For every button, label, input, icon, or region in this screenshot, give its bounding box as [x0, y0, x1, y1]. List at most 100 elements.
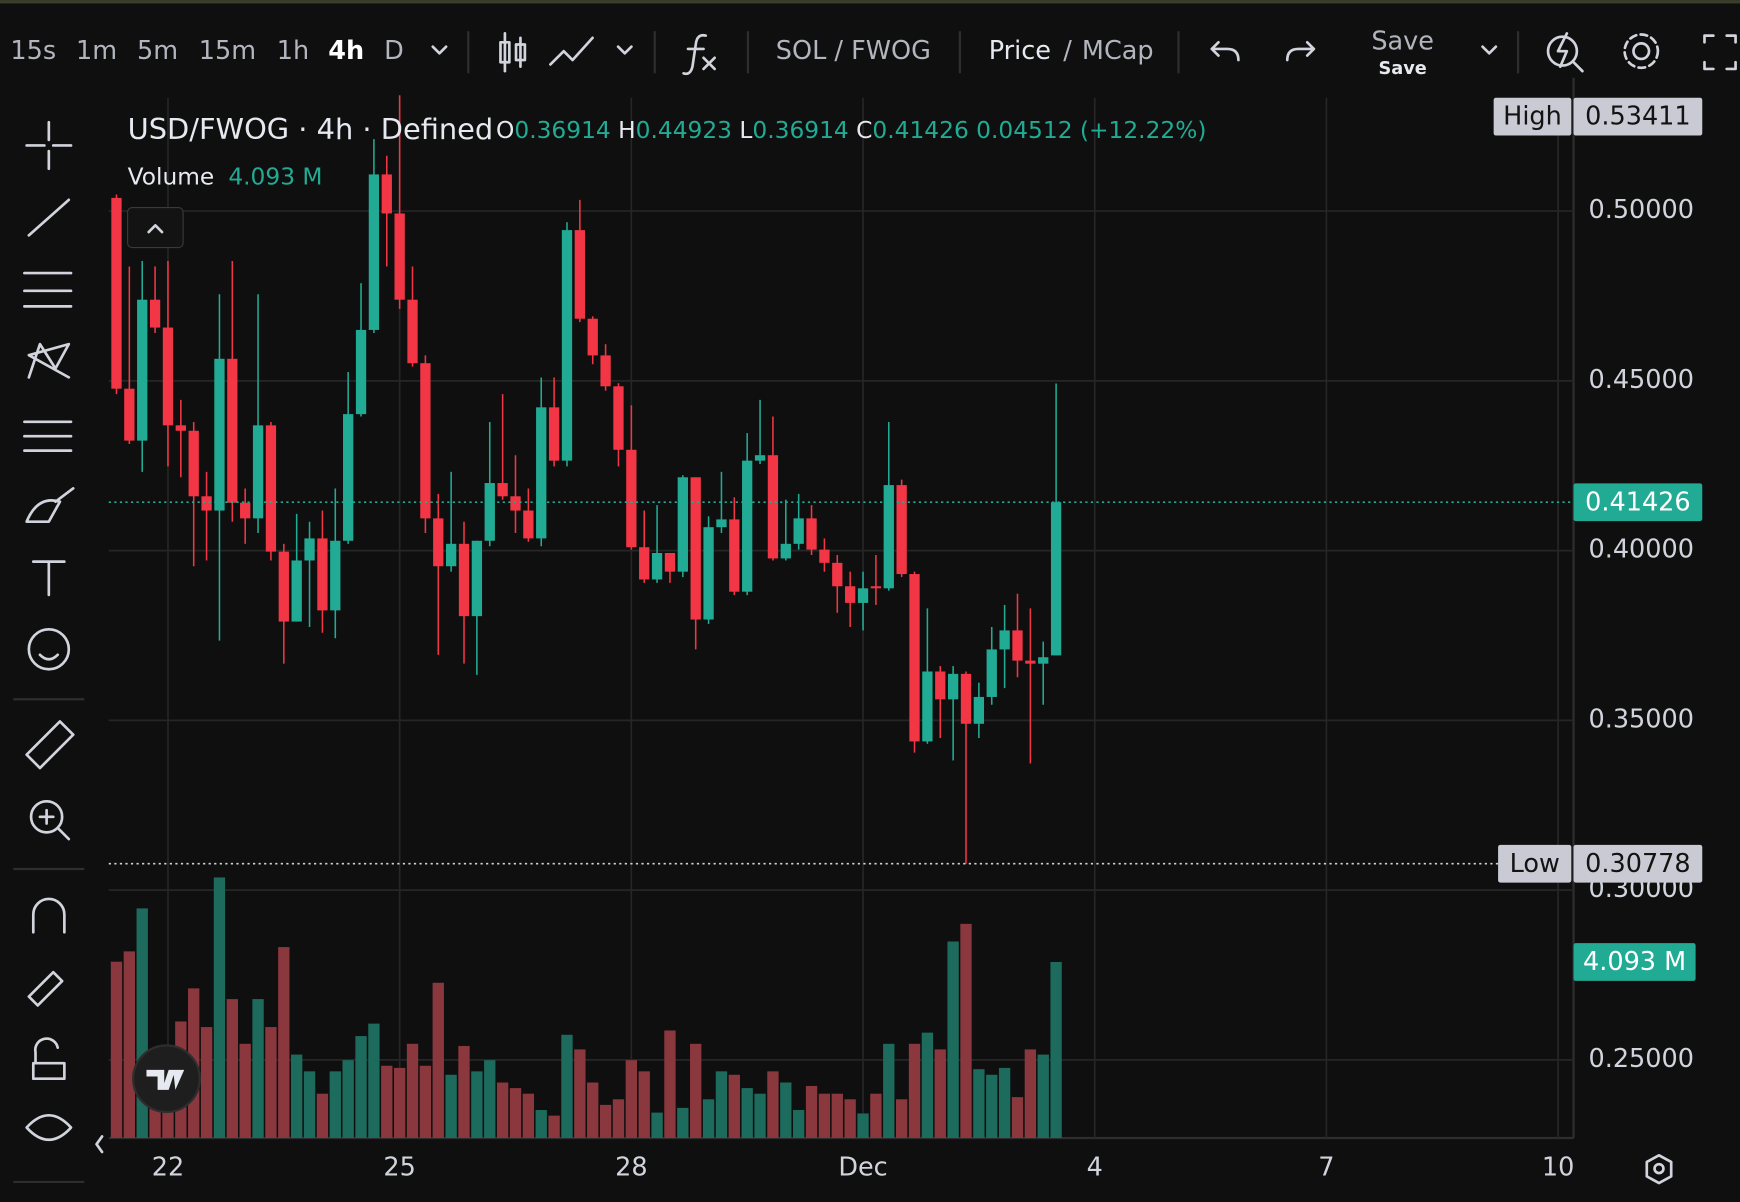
candle-body — [355, 329, 367, 415]
text-tool[interactable] — [31, 560, 66, 597]
x-tick-label: 22 — [152, 1153, 184, 1183]
volume-bar — [587, 1082, 599, 1138]
volume-bar — [973, 1069, 985, 1138]
axis-settings-icon[interactable] — [1645, 1153, 1673, 1185]
candle-body — [252, 425, 264, 519]
candle-body — [922, 671, 933, 742]
volume-bar — [445, 1074, 457, 1138]
unlock-tool[interactable] — [31, 1037, 66, 1081]
interval-button[interactable]: 15m — [199, 36, 256, 66]
interval-button[interactable]: 1m — [76, 36, 117, 66]
lock-drawings-tool[interactable] — [27, 970, 64, 1007]
save-dropdown[interactable] — [1481, 45, 1498, 55]
y-tick-label: 0.35000 — [1588, 704, 1694, 734]
volume-bar — [831, 1093, 843, 1138]
volume-bar — [934, 1049, 946, 1138]
price-toggle[interactable]: Price — [989, 36, 1051, 66]
candle-body — [343, 414, 354, 541]
volume-bar — [393, 1067, 406, 1138]
zoom-tool[interactable] — [29, 799, 71, 841]
interval-button[interactable]: 15s — [10, 36, 56, 66]
left-toolbar — [13, 120, 104, 1184]
settings-icon[interactable] — [1623, 33, 1660, 70]
collapse-left[interactable] — [95, 1135, 104, 1154]
candle-body — [819, 549, 830, 563]
candle-body — [947, 673, 959, 700]
high-badge-label: High — [1503, 102, 1562, 132]
volume-bar — [921, 1032, 934, 1138]
candle-body — [265, 425, 277, 552]
trend-line-tool[interactable] — [27, 198, 71, 237]
candle-body — [561, 230, 573, 461]
candle-body — [626, 449, 637, 548]
volume-legend: Volume 4.093 M — [128, 163, 323, 190]
candle-body — [600, 355, 611, 387]
mcap-toggle[interactable]: MCap — [1082, 36, 1154, 66]
volume-bar — [677, 1107, 689, 1138]
collapse-legend[interactable] — [127, 207, 184, 249]
brush-tool[interactable] — [25, 487, 75, 523]
volume-bar — [522, 1093, 535, 1138]
low-key: L — [739, 117, 752, 144]
candle-body — [471, 540, 483, 617]
change-percent: (+12.22%) — [1080, 117, 1207, 144]
prediction-tool[interactable] — [23, 420, 73, 452]
volume-value: 4.093 M — [228, 163, 322, 190]
last-price-badge: 0.41426 — [1585, 487, 1691, 517]
open-value: 0.36914 — [514, 117, 610, 144]
volume-bar — [368, 1023, 380, 1138]
top-toolbar: SOL / FWOG Price / MCap Save Save — [431, 26, 1737, 79]
volume-bar — [381, 1065, 393, 1138]
crosshair-tool[interactable] — [25, 120, 73, 171]
alert-icon[interactable] — [1546, 32, 1584, 73]
candle-body — [793, 518, 804, 544]
volume-bar — [355, 1036, 367, 1138]
candle-body — [664, 552, 676, 572]
fullscreen-icon[interactable] — [1703, 34, 1737, 71]
candle-body — [999, 630, 1010, 650]
ruler-tool[interactable] — [25, 720, 75, 770]
save-button[interactable]: Save — [1371, 26, 1434, 56]
high-key: H — [618, 117, 636, 144]
interval-button[interactable]: 5m — [137, 36, 178, 66]
pair-switch[interactable]: SOL / FWOG — [776, 36, 931, 66]
interval-dropdown[interactable] — [431, 45, 448, 55]
volume-bar — [213, 877, 226, 1138]
volume-bar — [1050, 961, 1062, 1138]
icon-tool[interactable] — [27, 627, 71, 671]
volume-bar — [123, 951, 136, 1138]
volume-bar — [818, 1093, 831, 1138]
interval-button[interactable]: 4h — [328, 36, 364, 66]
interval-button[interactable]: 1h — [277, 36, 309, 66]
magnet-tool[interactable] — [31, 897, 66, 934]
candles-style-icon[interactable] — [499, 32, 527, 73]
line-style-icon[interactable] — [549, 36, 594, 66]
candle-body — [484, 483, 495, 541]
pattern-tool[interactable] — [27, 342, 71, 379]
candle-body — [742, 460, 753, 592]
toggle-separator: / — [1063, 36, 1072, 66]
candle-body — [523, 510, 534, 539]
volume-bar — [458, 1045, 470, 1138]
volume-bar — [1011, 1097, 1024, 1138]
visibility-tool[interactable] — [25, 1114, 73, 1142]
style-dropdown[interactable] — [616, 45, 633, 55]
redo[interactable] — [1285, 40, 1316, 62]
low-badge-value: 0.30778 — [1585, 849, 1691, 879]
volume-bar — [767, 1071, 779, 1138]
low-badge-label: Low — [1510, 849, 1560, 879]
low-value: 0.36914 — [752, 117, 848, 144]
candle-body — [536, 407, 547, 539]
volume-bar — [638, 1071, 650, 1138]
volume-bar — [664, 1030, 676, 1138]
high-badge-label-bg — [1493, 97, 1572, 136]
candle-body — [124, 388, 135, 441]
interval-button[interactable]: D — [384, 36, 404, 66]
tradingview-logo[interactable] — [132, 1044, 201, 1114]
candle-body — [754, 455, 766, 461]
undo[interactable] — [1210, 40, 1240, 62]
volume-bar — [998, 1067, 1011, 1138]
marks-layer — [110, 95, 1062, 1138]
fib-tool[interactable] — [23, 271, 73, 308]
indicators-icon[interactable] — [682, 33, 716, 76]
